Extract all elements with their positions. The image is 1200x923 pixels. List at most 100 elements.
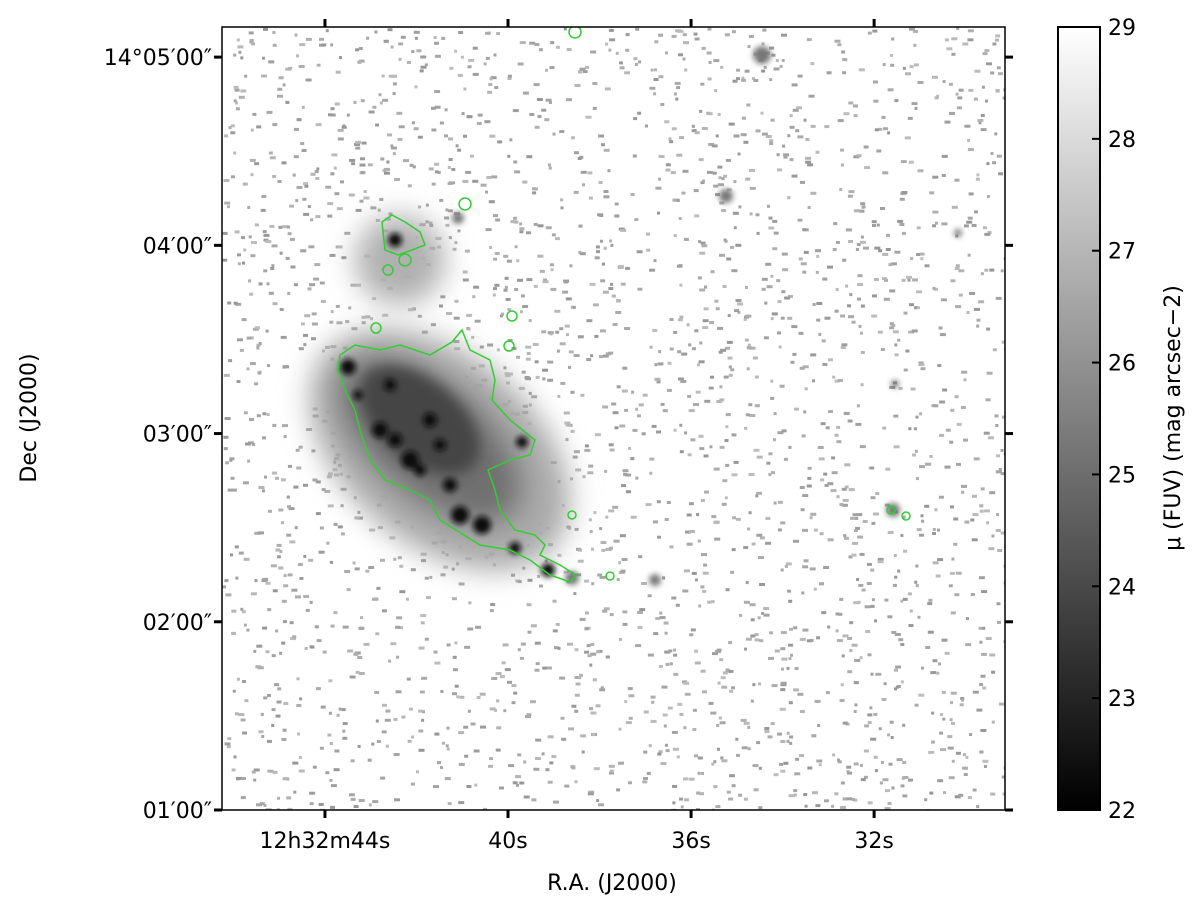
- noise-pixel: [765, 262, 772, 266]
- noise-pixel: [618, 561, 622, 565]
- noise-pixel: [319, 526, 324, 530]
- noise-pixel: [549, 332, 553, 336]
- noise-pixel: [891, 262, 897, 266]
- noise-pixel: [949, 718, 953, 722]
- noise-pixel: [902, 760, 907, 764]
- noise-pixel: [790, 653, 793, 657]
- noise-pixel: [579, 67, 586, 71]
- noise-pixel: [874, 246, 881, 250]
- noise-pixel: [462, 278, 469, 282]
- noise-pixel: [550, 41, 555, 45]
- noise-pixel: [526, 603, 532, 607]
- noise-pixel: [337, 128, 344, 132]
- noise-pixel: [619, 534, 626, 538]
- noise-pixel: [877, 560, 884, 564]
- noise-pixel: [487, 90, 493, 94]
- noise-pixel: [582, 183, 585, 187]
- noise-pixel: [519, 41, 526, 45]
- noise-pixel: [871, 598, 875, 602]
- noise-pixel: [799, 637, 806, 641]
- noise-pixel: [491, 175, 498, 179]
- noise-pixel: [800, 508, 805, 512]
- noise-pixel: [587, 471, 594, 475]
- noise-pixel: [834, 309, 839, 313]
- noise-pixel: [859, 240, 866, 244]
- noise-pixel: [235, 576, 239, 580]
- noise-pixel: [770, 396, 775, 400]
- noise-pixel: [298, 756, 302, 759]
- noise-pixel: [283, 584, 289, 588]
- noise-pixel: [553, 800, 559, 804]
- noise-pixel: [694, 661, 701, 665]
- noise-pixel: [735, 243, 742, 247]
- noise-pixel: [610, 282, 614, 286]
- noise-pixel: [898, 386, 903, 390]
- noise-pixel: [669, 318, 674, 321]
- noise-pixel: [303, 554, 307, 558]
- noise-pixel: [272, 770, 278, 774]
- noise-pixel: [665, 168, 671, 172]
- noise-pixel: [818, 457, 825, 461]
- noise-pixel: [290, 265, 296, 269]
- noise-pixel: [358, 672, 365, 675]
- noise-pixel: [865, 630, 871, 633]
- noise-pixel: [658, 155, 665, 158]
- noise-pixel: [816, 636, 821, 640]
- noise-pixel: [764, 727, 770, 730]
- noise-pixel: [873, 512, 879, 516]
- noise-pixel: [557, 553, 562, 557]
- noise-pixel: [786, 666, 790, 670]
- noise-pixel: [528, 319, 532, 323]
- noise-pixel: [724, 496, 728, 500]
- noise-pixel: [299, 43, 306, 47]
- noise-pixel: [266, 413, 270, 416]
- noise-pixel: [594, 256, 600, 260]
- noise-pixel: [418, 729, 424, 733]
- noise-pixel: [547, 378, 554, 382]
- noise-pixel: [316, 639, 322, 643]
- noise-pixel: [336, 207, 343, 211]
- noise-pixel: [953, 542, 958, 546]
- noise-pixel: [909, 609, 913, 613]
- noise-pixel: [446, 726, 450, 730]
- noise-pixel: [855, 422, 862, 426]
- noise-pixel: [706, 51, 712, 55]
- noise-pixel: [753, 788, 759, 792]
- noise-pixel: [941, 154, 948, 158]
- noise-pixel: [676, 199, 680, 202]
- noise-pixel: [548, 101, 552, 104]
- noise-pixel: [285, 100, 290, 104]
- noise-pixel: [942, 388, 948, 392]
- noise-pixel: [509, 138, 513, 142]
- noise-pixel: [834, 792, 839, 796]
- noise-pixel: [673, 234, 677, 238]
- noise-pixel: [519, 310, 523, 314]
- noise-pixel: [717, 165, 723, 169]
- noise-pixel: [929, 191, 935, 195]
- noise-pixel: [328, 113, 333, 117]
- noise-pixel: [525, 357, 531, 361]
- noise-pixel: [707, 77, 712, 81]
- noise-pixel: [392, 152, 396, 156]
- noise-pixel: [901, 191, 908, 194]
- noise-pixel: [341, 256, 347, 260]
- noise-pixel: [791, 325, 798, 329]
- noise-pixel: [451, 597, 457, 601]
- noise-pixel: [953, 517, 959, 521]
- noise-pixel: [996, 513, 1000, 517]
- noise-pixel: [940, 298, 947, 302]
- noise-pixel: [451, 567, 455, 571]
- noise-pixel: [677, 702, 683, 706]
- noise-pixel: [350, 759, 355, 763]
- noise-pixel: [787, 134, 791, 138]
- noise-pixel: [541, 330, 547, 334]
- noise-pixel: [929, 454, 933, 458]
- noise-pixel: [738, 205, 742, 209]
- noise-pixel: [559, 342, 566, 346]
- noise-pixel: [961, 490, 965, 494]
- noise-pixel: [307, 287, 312, 291]
- noise-pixel: [630, 457, 635, 461]
- noise-pixel: [688, 777, 695, 781]
- noise-pixel: [863, 246, 869, 250]
